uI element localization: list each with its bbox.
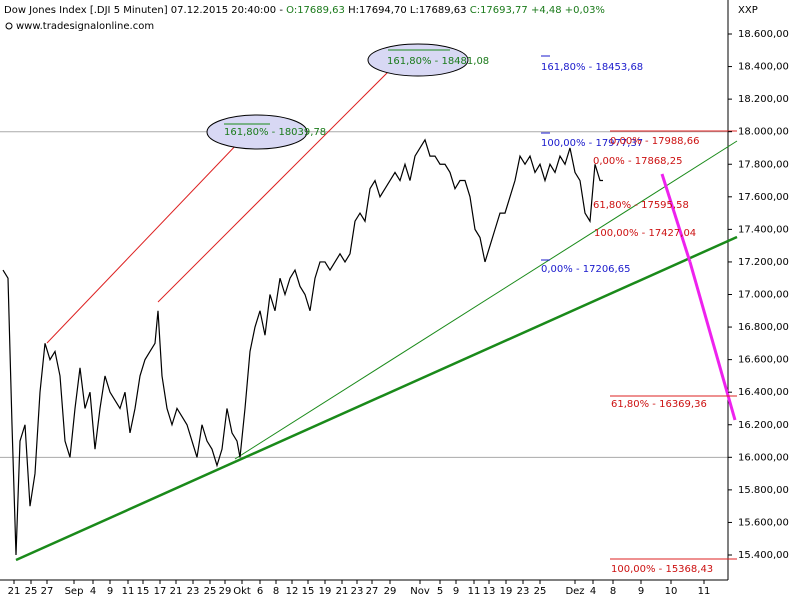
y-tick-label: 16.000,00 <box>738 452 789 463</box>
x-tick-label: Sep <box>65 586 84 597</box>
header-text: Dow Jones Index [.DJI 5 Minuten] 07.12.2… <box>4 5 605 16</box>
x-tick-label: 13 <box>483 586 496 597</box>
x-tick-label: 23 <box>187 586 200 597</box>
x-tick-label: 23 <box>351 586 364 597</box>
x-tick-label: 8 <box>610 586 616 597</box>
y-tick-label: 15.600,00 <box>738 517 789 528</box>
annotation: 161,80% - 18453,68 <box>541 62 643 73</box>
x-tick-label: 25 <box>534 586 547 597</box>
x-tick-label: 19 <box>319 586 332 597</box>
y-tick-label: 18.400,00 <box>738 62 789 73</box>
x-tick-label: 17 <box>154 586 167 597</box>
header-high-low: H:17694,70 L:17689,63 <box>348 5 466 16</box>
annotation: 161,80% - 18039,78 <box>224 127 326 138</box>
x-tick-label: 8 <box>273 586 279 597</box>
y-tick-label: 18.200,00 <box>738 94 789 105</box>
x-tick-label: Okt <box>233 586 251 597</box>
projection-line <box>46 140 241 344</box>
x-tick-label: 21 <box>336 586 349 597</box>
site-icon <box>5 22 13 30</box>
annotation: 100,00% - 17427,04 <box>594 228 696 239</box>
y-tick-label: 16.600,00 <box>738 355 789 366</box>
axis-unit: XXP <box>738 5 758 16</box>
x-tick-label: 4 <box>590 586 596 597</box>
x-tick-label: 25 <box>204 586 217 597</box>
x-tick-label: 21 <box>170 586 183 597</box>
y-tick-label: 17.600,00 <box>738 192 789 203</box>
x-tick-label: 5 <box>437 586 443 597</box>
x-tick-label: 11 <box>122 586 135 597</box>
y-tick-label: 16.400,00 <box>738 387 789 398</box>
highlight-ellipse <box>367 43 469 77</box>
trend-line <box>15 235 738 562</box>
y-tick-label: 17.000,00 <box>738 290 789 301</box>
x-tick-label: 21 <box>8 586 21 597</box>
x-tick-label: 25 <box>25 586 38 597</box>
x-tick-label: 11 <box>468 586 481 597</box>
annotation: 161,80% - 18481,08 <box>387 56 489 67</box>
annotation: 61,80% - 17595,58 <box>593 200 689 211</box>
x-tick-label: 27 <box>41 586 54 597</box>
y-tick-label: 18.600,00 <box>738 29 789 40</box>
header-site: www.tradesignalonline.com <box>16 21 154 32</box>
x-tick-label: 9 <box>638 586 644 597</box>
x-tick-label: 9 <box>107 586 113 597</box>
x-tick-label: 29 <box>219 586 232 597</box>
annotation: 0,00% - 17868,25 <box>593 156 682 167</box>
x-tick-label: Dez <box>565 586 584 597</box>
x-tick-label: 12 <box>286 586 299 597</box>
x-tick-label: 27 <box>366 586 379 597</box>
annotation: 0,00% - 17988,66 <box>610 136 699 147</box>
x-tick-label: 15 <box>137 586 150 597</box>
projection-line <box>157 71 389 303</box>
y-tick-label: 16.800,00 <box>738 322 789 333</box>
annotation: 100,00% - 17977,37 <box>541 138 643 149</box>
x-tick-label: 19 <box>500 586 513 597</box>
y-tick-label: 18.000,00 <box>738 127 789 138</box>
y-tick-label: 15.400,00 <box>738 550 789 561</box>
x-tick-label: Nov <box>410 586 430 597</box>
x-tick-label: 11 <box>698 586 711 597</box>
annotation: 61,80% - 16369,36 <box>611 399 707 410</box>
annotation: 0,00% - 17206,65 <box>541 264 630 275</box>
x-tick-label: 9 <box>453 586 459 597</box>
x-tick-label: 29 <box>384 586 397 597</box>
y-tick-label: 17.800,00 <box>738 159 789 170</box>
x-tick-label: 6 <box>257 586 263 597</box>
forecast-line <box>660 173 692 263</box>
annotation: 100,00% - 15368,43 <box>611 564 713 575</box>
header-open: O:17689,63 <box>286 5 345 16</box>
y-tick-label: 17.400,00 <box>738 224 789 235</box>
x-tick-label: 23 <box>517 586 530 597</box>
y-tick-label: 15.800,00 <box>738 485 789 496</box>
x-tick-label: 10 <box>665 586 678 597</box>
trend-line <box>234 140 738 460</box>
x-tick-label: 15 <box>302 586 315 597</box>
y-tick-label: 16.200,00 <box>738 420 789 431</box>
header-close: C:17693,77 +4,48 +0,03% <box>470 5 605 16</box>
y-tick-label: 17.200,00 <box>738 257 789 268</box>
price-line <box>2 138 603 556</box>
header-name: Dow Jones Index [.DJI 5 Minuten] 07.12.2… <box>4 5 283 16</box>
x-tick-label: 4 <box>90 586 96 597</box>
forecast-line <box>688 261 737 421</box>
